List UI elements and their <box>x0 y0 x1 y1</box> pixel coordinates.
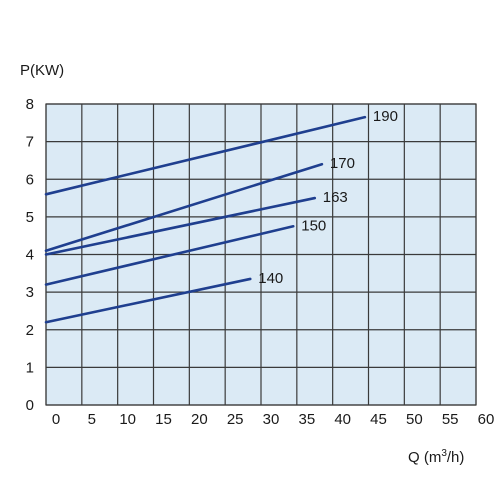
grid <box>45 103 477 406</box>
y-tick-label: 7 <box>26 134 34 151</box>
series-label-140: 140 <box>258 270 283 287</box>
x-tick-label: 35 <box>298 411 315 428</box>
series-label-190: 190 <box>373 108 398 125</box>
y-tick-label: 3 <box>26 284 34 301</box>
series-label-170: 170 <box>330 155 355 172</box>
x-tick-label: 45 <box>370 411 387 428</box>
series-lines <box>44 115 367 324</box>
y-tick-label: 6 <box>26 171 34 188</box>
series-label-150: 150 <box>301 217 326 234</box>
x-tick-label: 5 <box>88 411 96 428</box>
x-tick-label: 60 <box>478 411 495 428</box>
y-tick-label: 0 <box>26 397 34 414</box>
y-tick-label: 1 <box>26 359 34 376</box>
series-labels: 190 170 163 150 140 <box>258 108 398 287</box>
series-line-140 <box>44 277 252 324</box>
x-axis-title-main: Q (m <box>408 449 441 466</box>
x-tick-label: 20 <box>191 411 208 428</box>
x-tick-label: 30 <box>263 411 280 428</box>
series-line-190 <box>44 115 367 196</box>
x-tick-label: 55 <box>442 411 459 428</box>
series-line-150 <box>44 224 295 286</box>
x-axis-title-tail: /h) <box>447 449 465 466</box>
series-label-163: 163 <box>323 189 348 206</box>
y-axis-title: P(KW) <box>20 62 64 79</box>
y-tick-label: 4 <box>26 247 34 264</box>
x-axis-title: Q (m3/h) <box>408 448 464 466</box>
x-tick-label: 10 <box>119 411 136 428</box>
y-tick-label: 2 <box>26 322 34 339</box>
y-tick-label: 8 <box>26 96 34 113</box>
x-axis-title-sup: 3 <box>441 448 447 459</box>
x-tick-label: 25 <box>227 411 244 428</box>
series-line-170 <box>44 162 324 253</box>
y-tick-label: 5 <box>26 209 34 226</box>
x-tick-label: 0 <box>52 411 60 428</box>
x-tick-label: 15 <box>155 411 172 428</box>
x-tick-label: 40 <box>334 411 351 428</box>
series-line-163 <box>44 196 317 256</box>
x-tick-label: 50 <box>406 411 423 428</box>
